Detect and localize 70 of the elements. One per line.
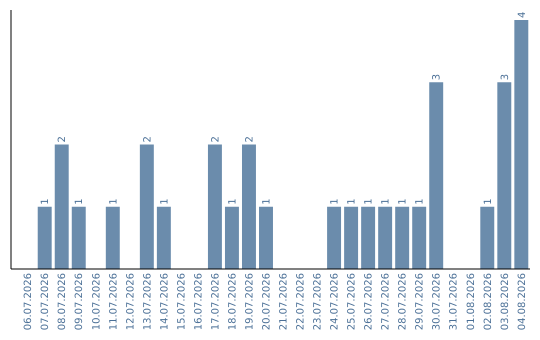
bar [480, 206, 494, 269]
data-label: 4 [516, 12, 528, 18]
bar [224, 206, 239, 269]
x-tick-label: 14.07.2026 [159, 273, 170, 330]
data-label: 1 [330, 198, 341, 205]
x-tick-label: 06.07.2026 [23, 273, 34, 330]
x-tick-label: 30.07.2026 [432, 273, 443, 330]
x-tick-label: 03.08.2026 [500, 273, 511, 330]
data-label: 2 [57, 136, 68, 142]
data-label: 1 [108, 198, 120, 205]
data-label: 1 [227, 198, 238, 205]
x-tick-label: 01.08.2026 [466, 273, 477, 330]
bar [344, 206, 358, 269]
data-label: 1 [364, 198, 375, 205]
data-label: 3 [500, 74, 511, 80]
data-label: 1 [74, 198, 86, 205]
data-label: 1 [159, 198, 170, 205]
data-label: 3 [432, 74, 443, 80]
bar [514, 20, 528, 269]
bar [429, 82, 444, 269]
x-tick-label: 07.07.2026 [40, 273, 52, 330]
data-label: 1 [380, 198, 392, 205]
x-tick-label: 29.07.2026 [414, 273, 426, 330]
bar [497, 82, 512, 269]
x-tick-label: 21.07.2026 [278, 273, 290, 330]
bar [38, 206, 52, 269]
x-tick-label: 15.07.2026 [176, 273, 188, 330]
x-tick-label: 02.08.2026 [482, 273, 494, 330]
bar [327, 206, 342, 269]
bar [259, 206, 273, 269]
data-label: 1 [398, 198, 409, 205]
bar [395, 206, 410, 269]
x-tick-label: 24.07.2026 [330, 273, 341, 330]
x-tick-label: 25.07.2026 [346, 273, 358, 330]
bar [72, 206, 86, 269]
bar [378, 206, 392, 269]
bar [208, 144, 222, 269]
x-tick-label: 23.07.2026 [312, 273, 324, 330]
data-label: 1 [261, 198, 272, 205]
x-tick-label: 13.07.2026 [142, 273, 154, 330]
data-label: 2 [244, 136, 256, 142]
x-tick-label: 20.07.2026 [261, 273, 272, 330]
x-tick-label: 09.07.2026 [74, 273, 86, 330]
data-label: 1 [40, 198, 52, 205]
x-tick-label: 28.07.2026 [398, 273, 409, 330]
x-tick-label: 22.07.2026 [296, 273, 307, 330]
x-tick-label: 10.07.2026 [91, 273, 102, 330]
data-label: 1 [346, 198, 358, 205]
bar [361, 206, 376, 269]
x-tick-label: 19.07.2026 [244, 273, 256, 330]
data-label: 1 [482, 198, 494, 205]
x-tick-label: 18.07.2026 [227, 273, 238, 330]
data-label: 1 [414, 198, 426, 205]
x-tick-label: 17.07.2026 [210, 273, 222, 330]
x-tick-label: 04.08.2026 [516, 273, 528, 330]
bar [412, 206, 426, 269]
x-tick-label: 08.07.2026 [57, 273, 68, 330]
x-tick-label: 26.07.2026 [364, 273, 375, 330]
bar [140, 144, 154, 269]
x-tick-label: 11.07.2026 [108, 273, 120, 330]
bar [106, 206, 120, 269]
bar [156, 206, 171, 269]
x-tick-label: 12.07.2026 [125, 273, 136, 330]
x-tick-label: 27.07.2026 [380, 273, 392, 330]
x-tick-label: 31.07.2026 [448, 273, 460, 330]
bar [54, 144, 69, 269]
x-tick-label: 16.07.2026 [193, 273, 204, 330]
bar [242, 144, 256, 269]
data-label: 2 [142, 136, 154, 142]
data-label: 2 [210, 136, 222, 142]
